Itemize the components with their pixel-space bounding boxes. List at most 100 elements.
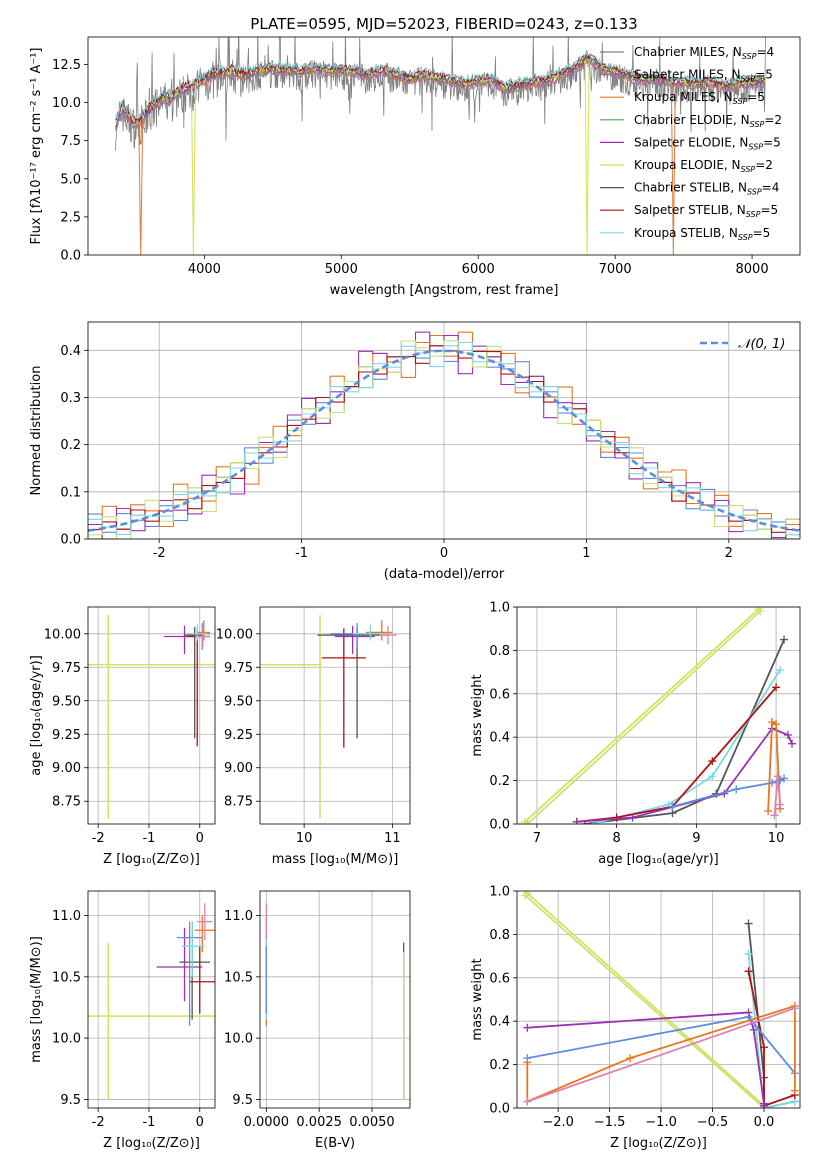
spectrum-dip <box>138 120 144 255</box>
weight-series <box>592 669 781 824</box>
mass-vs-Z-ytick-label: 9.5 <box>60 1093 81 1108</box>
weight-vs-Z-xtick-label: −0.5 <box>697 1115 729 1130</box>
weight-vs-age-plot-area <box>520 607 797 824</box>
weight-marker <box>744 919 753 928</box>
mass-vs-Z-xtick-label: 0 <box>196 1115 204 1130</box>
gaussian-curve <box>88 349 800 532</box>
weight-series <box>672 777 785 808</box>
age-vs-mass-ytick-label: 9.75 <box>224 661 253 676</box>
weight-marker <box>744 967 753 976</box>
age-vs-Z-ytick-label: 9.00 <box>52 761 81 776</box>
weight-marker <box>776 800 785 809</box>
age-vs-Z-ytick-label: 9.25 <box>52 728 81 743</box>
weight-marker <box>523 820 532 824</box>
age-vs-Z-ytick-label: 10.00 <box>44 627 81 642</box>
residuals-xtick-label: -2 <box>153 546 166 561</box>
weight-vs-Z-ytick-label: 0.6 <box>489 971 510 986</box>
spectrum-ytick-label: 12.5 <box>52 58 81 73</box>
weight-marker <box>523 1023 532 1032</box>
spectrum-axes: 4000 5000 6000 7000 8000 0.0 2.5 5.0 7.5 10.0 12.5… <box>29 36 801 298</box>
age-vs-Z-xtick-label: -2 <box>92 831 105 846</box>
spectrum-frame <box>87 36 801 256</box>
residuals-plot-area <box>88 331 800 539</box>
weight-marker <box>772 683 781 692</box>
age-vs-Z-ytick-label: 9.75 <box>52 661 81 676</box>
spectrum-line <box>115 57 766 126</box>
weight-series <box>576 686 777 823</box>
weight-vs-Z-xlabel: Z [log₁₀(Z/Z⊙)] <box>610 1136 707 1151</box>
mass-vs-Z-xtick-label: -2 <box>92 1115 105 1130</box>
legend-entry: Kroupa MILES, NSSP=5 <box>634 90 765 106</box>
weight-vs-age-ytick-label: 0.6 <box>489 687 510 702</box>
weight-marker <box>628 813 637 822</box>
mass-vs-EBV-axes: 0.0000 0.0025 0.0050 9.5 10.0 10.5 11.0 E(B-V) <box>224 890 411 1151</box>
weight-marker <box>708 757 717 766</box>
age-vs-Z-plot-area <box>88 615 215 819</box>
age-vs-Z-ytick-label: 9.50 <box>52 694 81 709</box>
weight-series <box>526 892 765 1107</box>
spectrum-ytick-label: 10.0 <box>52 96 81 111</box>
residuals-xlabel: (data-model)/error <box>384 567 505 582</box>
mass-vs-Z-xlabel: Z [log₁₀(Z/Z⊙)] <box>103 1136 200 1151</box>
weight-marker <box>668 802 677 811</box>
weight-marker <box>772 720 781 729</box>
weight-marker <box>756 607 765 616</box>
weight-series <box>584 639 785 824</box>
mass-vs-EBV-frame <box>259 890 411 1109</box>
legend-entry: Chabrier STELIB, NSSP=4 <box>634 181 779 197</box>
weight-vs-Z-ytick-label: 1.0 <box>489 885 510 900</box>
mass-vs-EBV-ytick-label: 9.5 <box>232 1093 253 1108</box>
weight-marker <box>749 1025 758 1034</box>
weight-marker <box>790 1086 799 1095</box>
age-vs-Z-xtick-label: 0 <box>196 831 204 846</box>
weight-vs-Z-xtick-label: −1.5 <box>594 1115 626 1130</box>
spectrum-dip <box>670 82 676 255</box>
mass-vs-Z-ylabel: mass [log₁₀(M/M⊙)] <box>29 936 44 1063</box>
weight-marker <box>780 774 789 783</box>
weight-marker <box>744 1012 753 1021</box>
age-vs-Z-ytick-label: 8.75 <box>52 795 81 810</box>
weight-marker <box>776 665 785 674</box>
residuals-ytick-label: 0.0 <box>60 533 81 548</box>
weight-vs-Z-xtick-label: −2.0 <box>542 1115 574 1130</box>
weight-vs-age-xtick-label: 10 <box>768 831 785 846</box>
spectrum-dip <box>584 58 590 255</box>
mass-vs-Z-ytick-label: 10.5 <box>52 970 81 985</box>
weight-vs-age-xtick-label: 8 <box>613 831 621 846</box>
residuals-ytick-label: 0.1 <box>60 485 81 500</box>
weight-marker <box>788 739 797 748</box>
spectrum-xtick-label: 8000 <box>736 262 769 277</box>
weight-marker <box>612 813 621 822</box>
weight-vs-Z-ytick-label: 0.8 <box>489 928 510 943</box>
legend-entry: Kroupa STELIB, NSSP=5 <box>634 226 770 242</box>
figure-title: PLATE=0595, MJD=52023, FIBERID=0243, z=0… <box>250 15 637 33</box>
legend-entry: Chabrier ELODIE, NSSP=2 <box>634 113 782 129</box>
weight-series <box>524 894 765 1108</box>
residuals-axes: -2 -1 0 1 2 0.0 0.1 0.2 0.3 0.4 (data-model)/error… <box>29 321 801 582</box>
weight-vs-Z-ylabel: mass weight <box>470 958 485 1040</box>
spectrum-dip <box>190 86 196 255</box>
weight-vs-age-ytick-label: 0.4 <box>489 731 510 746</box>
spectrum-ylabel: Flux [fλ10⁻¹⁷ erg cm⁻² s⁻¹ A⁻¹] <box>29 48 44 245</box>
mass-vs-Z-ytick-label: 10.0 <box>52 1032 81 1047</box>
age-vs-mass-ytick-label: 10.00 <box>216 627 253 642</box>
mass-vs-Z-plot-area <box>88 903 215 1100</box>
weight-vs-age-ytick-label: 0.2 <box>489 774 510 789</box>
mass-vs-Z-xtick-label: -1 <box>142 1115 155 1130</box>
weight-series <box>526 610 761 824</box>
age-vs-Z-ylabel: age [log₁₀(age/yr)] <box>29 655 44 776</box>
weight-vs-Z-axes: −2.0 −1.5 −1.0 −0.5 0.0 0.0 0.2 0.4 0.6 0.8 1.0 Z [… <box>470 885 801 1151</box>
weight-vs-age-ytick-label: 0.8 <box>489 644 510 659</box>
weight-marker <box>770 811 779 820</box>
legend-entry: Salpeter STELIB, NSSP=5 <box>634 203 778 219</box>
weight-vs-age-xlabel: age [log₁₀(age/yr)] <box>598 852 719 867</box>
residuals-ytick-label: 0.4 <box>60 344 81 359</box>
mass-vs-EBV-plot-area <box>265 903 405 1100</box>
weight-marker <box>759 1043 768 1052</box>
mass-vs-Z-axes: -2 -1 0 9.5 10.0 10.5 11.0 Z [log₁₀(Z/Z⊙)] mass … <box>29 890 216 1151</box>
weight-marker <box>780 635 789 644</box>
residuals-ytick-label: 0.2 <box>60 438 81 453</box>
weight-marker <box>523 1058 532 1067</box>
weight-series <box>747 953 796 1108</box>
